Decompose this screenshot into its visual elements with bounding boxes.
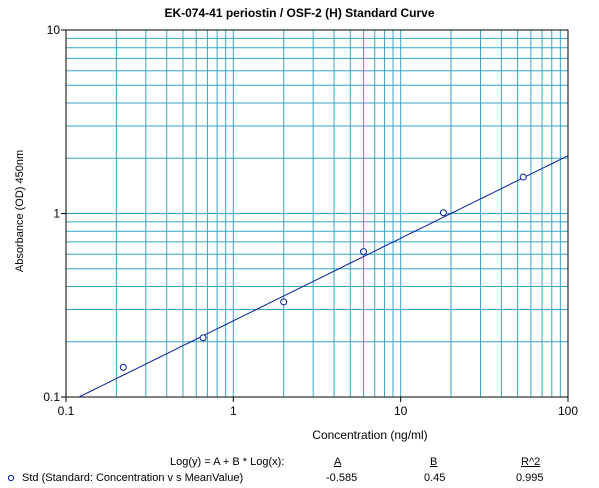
axis-ticks (61, 29, 569, 402)
y-tick-label: 1 (53, 207, 60, 221)
fit-col-b-header: B (430, 456, 438, 468)
data-point (119, 363, 127, 371)
tick-labels: 0.1 1 10 100 0.1 1 10 (43, 23, 578, 418)
y-tick-label: 0.1 (43, 390, 60, 404)
fit-equation-label: Log(y) = A + B * Log(x): (170, 456, 285, 468)
x-tick-label: 10 (394, 404, 408, 418)
x-tick-label: 1 (230, 404, 237, 418)
fit-col-a-header: A (334, 456, 342, 468)
data-point (199, 334, 207, 342)
y-tick-label: 10 (47, 23, 61, 37)
fit-a-value: -0.585 (326, 472, 358, 484)
data-point (360, 248, 368, 256)
fit-b-value: 0.45 (424, 472, 446, 484)
x-tick-label: 100 (558, 404, 578, 418)
fit-r2-value: 0.995 (516, 472, 544, 484)
fit-col-r2-header: R^2 (521, 456, 541, 468)
x-tick-label: 0.1 (58, 404, 75, 418)
data-point (280, 298, 288, 306)
fit-curve-group (78, 155, 569, 398)
fit-curve (78, 155, 569, 398)
data-point (439, 209, 447, 217)
data-point (519, 173, 527, 181)
legend-marker-icon (7, 474, 15, 482)
grid-lines (66, 30, 568, 397)
y-axis-label: Absorbance (OD) 450nm (14, 149, 26, 273)
data-points (119, 173, 527, 371)
chart-title: EK-074-41 periostin / OSF-2 (H) Standard… (164, 6, 435, 20)
x-axis-label: Concentration (ng/ml) (312, 428, 428, 442)
legend-series-label: Std (Standard: Concentration v s MeanVal… (22, 472, 244, 484)
